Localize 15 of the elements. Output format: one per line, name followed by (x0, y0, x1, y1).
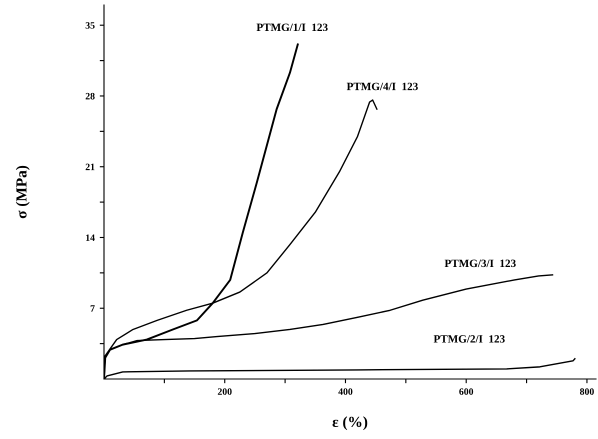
x-tick-label: 800 (580, 388, 594, 395)
x-tick-label: 400 (338, 388, 352, 395)
y-tick-label: 14 (86, 234, 95, 241)
y-tick-label: 28 (86, 92, 95, 100)
x-axis-title: ε (%) (332, 416, 368, 430)
x-tick-label: 200 (218, 388, 232, 395)
text: PTMG/2/I 123 (434, 335, 505, 343)
y-tick-label: 7 (90, 305, 95, 312)
y-tick-label: 21 (86, 164, 94, 170)
y-axis-title: σ (MPa) (16, 166, 30, 218)
x-tick-label: 600 (459, 388, 474, 395)
series-label: PTMG/4/I 123 (346, 82, 418, 90)
y-tick-label: 35 (86, 22, 95, 29)
series-label: PTMG/3/I 123 (444, 260, 516, 268)
series-label: PTMG/1/I 123 (256, 24, 328, 32)
